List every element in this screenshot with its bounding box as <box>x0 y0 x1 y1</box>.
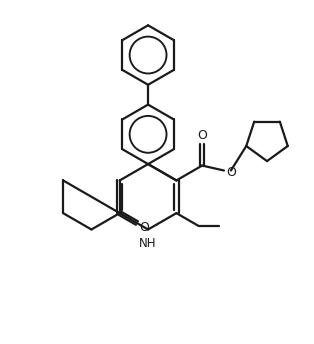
Text: O: O <box>197 129 207 142</box>
Text: NH: NH <box>139 237 157 250</box>
Text: O: O <box>139 221 149 234</box>
Text: O: O <box>226 166 236 179</box>
